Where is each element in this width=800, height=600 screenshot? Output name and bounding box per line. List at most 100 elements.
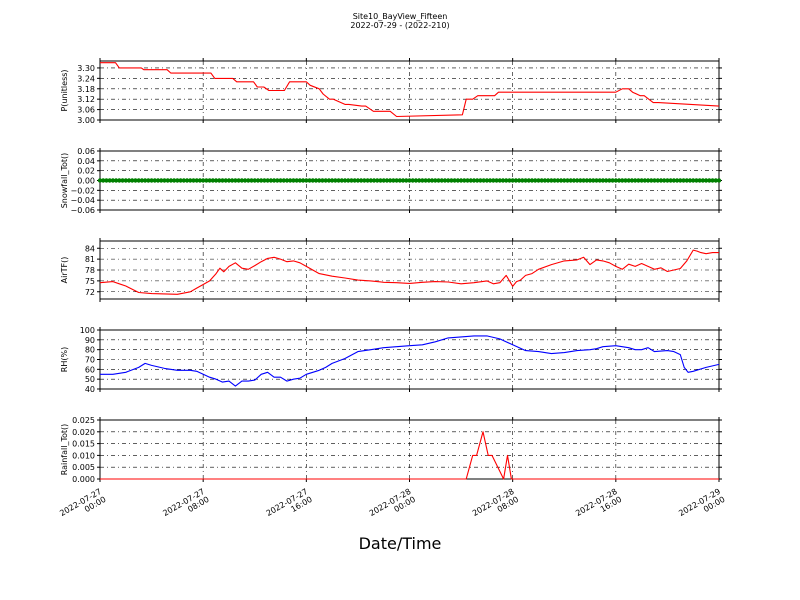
snowfall-point: [591, 178, 596, 183]
snowfall-point: [333, 178, 338, 183]
panel-5-y-tick-label: 0.020: [72, 428, 95, 437]
snowfall-point: [478, 178, 483, 183]
snowfall-point: [342, 178, 348, 183]
snowfall-point: [352, 178, 357, 183]
snowfall-point: [542, 178, 548, 183]
snowfall-point: [416, 178, 422, 183]
snowfall-point: [694, 178, 699, 183]
snowfall-point: [616, 178, 622, 183]
snowfall-point: [226, 178, 232, 183]
snowfall-point: [691, 178, 696, 183]
panel-5-series-line: [100, 431, 719, 480]
snowfall-point: [655, 178, 660, 183]
panel-2-y-tick-label: 0.02: [77, 167, 95, 176]
snowfall-point: [407, 178, 412, 183]
panel-1-y-label: P(unitless): [60, 69, 69, 111]
snowfall-point: [523, 178, 528, 183]
snowfall-point: [358, 178, 364, 183]
figure-subtitle: 2022-07-29 - (2022-210): [350, 21, 450, 30]
snowfall-point: [433, 178, 438, 183]
panel-1-y-tick-label: 3.06: [77, 106, 95, 115]
snowfall-point: [481, 178, 486, 183]
snowfall-point: [429, 178, 435, 183]
panel-2-y-tick-label: −0.06: [70, 206, 95, 215]
snowfall-point: [526, 178, 531, 183]
snowfall-point: [536, 178, 541, 183]
figure-title: Site10_BayView_Fifteen: [352, 12, 448, 21]
snowfall-point: [191, 178, 196, 183]
snowfall-point: [104, 178, 109, 183]
panel-4-y-tick-label: 70: [85, 356, 95, 365]
panel-1-y-tick-label: 3.24: [77, 74, 95, 83]
snowfall-point: [255, 178, 261, 183]
snowfall-point: [497, 178, 502, 183]
snowfall-point: [281, 178, 286, 183]
x-tick-label: 2022-07-2900:00: [677, 487, 726, 526]
snowfall-point: [291, 178, 296, 183]
snowfall-point: [597, 178, 602, 183]
snowfall-point: [268, 178, 274, 183]
snowfall-point: [133, 178, 138, 183]
snowfall-point: [661, 178, 667, 183]
snowfall-point: [555, 178, 561, 183]
snowfall-point: [539, 178, 544, 183]
snowfall-point: [113, 178, 119, 183]
snowfall-point: [246, 178, 251, 183]
snowfall-point: [458, 178, 464, 183]
snowfall-point: [162, 178, 167, 183]
snowfall-point: [355, 178, 361, 183]
x-tick-label: 2022-07-2708:00: [161, 487, 210, 526]
snowfall-point: [623, 178, 628, 183]
snowfall-point: [468, 178, 473, 183]
snowfall-point: [549, 178, 554, 183]
snowfall-point: [346, 178, 351, 183]
snowfall-point: [687, 178, 693, 183]
snowfall-point: [510, 178, 515, 183]
snowfall-point: [571, 178, 577, 183]
snowfall-point: [423, 178, 428, 183]
panel-3-series-line: [99, 249, 719, 295]
snowfall-point: [520, 178, 525, 183]
panel-1-y-tick-label: 3.12: [77, 95, 95, 104]
snowfall-point: [413, 178, 419, 183]
snowfall-point: [465, 178, 470, 183]
snowfall-point: [471, 178, 477, 183]
panel-2-y-tick-label: 0.00: [77, 177, 95, 186]
snowfall-point: [410, 178, 415, 183]
snowfall-point: [494, 178, 499, 183]
snowfall-point: [213, 178, 219, 183]
snowfall-point: [594, 178, 599, 183]
snowfall-point: [375, 178, 380, 183]
snowfall-point: [149, 178, 154, 183]
snowfall-point: [452, 178, 457, 183]
x-axis-label: Date/Time: [358, 534, 442, 553]
snowfall-point: [368, 178, 374, 183]
snowfall-point: [229, 178, 235, 183]
snowfall-point: [326, 178, 332, 183]
snowfall-point: [397, 178, 403, 183]
snowfall-point: [171, 178, 177, 183]
snowfall-point: [600, 178, 606, 183]
panel-3-y-tick-label: 72: [85, 288, 95, 297]
snowfall-point: [181, 178, 187, 183]
snowfall-point: [236, 178, 241, 183]
snowfall-point: [184, 178, 190, 183]
snowfall-point: [697, 178, 702, 183]
snowfall-point: [207, 178, 212, 183]
panel-5-y-tick-label: 0.025: [72, 416, 95, 425]
snowfall-point: [297, 178, 303, 183]
snowfall-point: [710, 178, 715, 183]
snowfall-point: [707, 178, 712, 183]
snowfall-point: [581, 178, 586, 183]
snowfall-point: [239, 178, 245, 183]
panel-4-series-line: [100, 335, 720, 387]
panel-2-y-tick-label: 0.06: [77, 147, 95, 156]
snowfall-point: [442, 178, 448, 183]
snowfall-point: [713, 178, 718, 183]
snowfall-point: [620, 178, 625, 183]
snowfall-point: [645, 178, 651, 183]
snowfall-point: [716, 178, 722, 183]
snowfall-point: [681, 178, 686, 183]
snowfall-point: [404, 178, 409, 183]
